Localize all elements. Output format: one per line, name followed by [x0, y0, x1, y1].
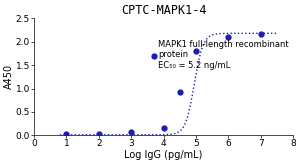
Legend: MAPK1 full-length recombinant
protein
EC₅₀ = 5.2 ng/mL: MAPK1 full-length recombinant protein EC… [152, 40, 289, 70]
Point [226, 36, 231, 38]
Y-axis label: A450: A450 [4, 64, 14, 89]
Point [177, 91, 182, 93]
Point [64, 133, 69, 136]
X-axis label: Log IgG (pg/mL): Log IgG (pg/mL) [124, 150, 203, 160]
Title: CPTC-MAPK1-4: CPTC-MAPK1-4 [121, 4, 206, 17]
Point [129, 131, 134, 134]
Point [194, 50, 198, 52]
Point [161, 126, 166, 129]
Point [258, 32, 263, 35]
Point [96, 133, 101, 135]
